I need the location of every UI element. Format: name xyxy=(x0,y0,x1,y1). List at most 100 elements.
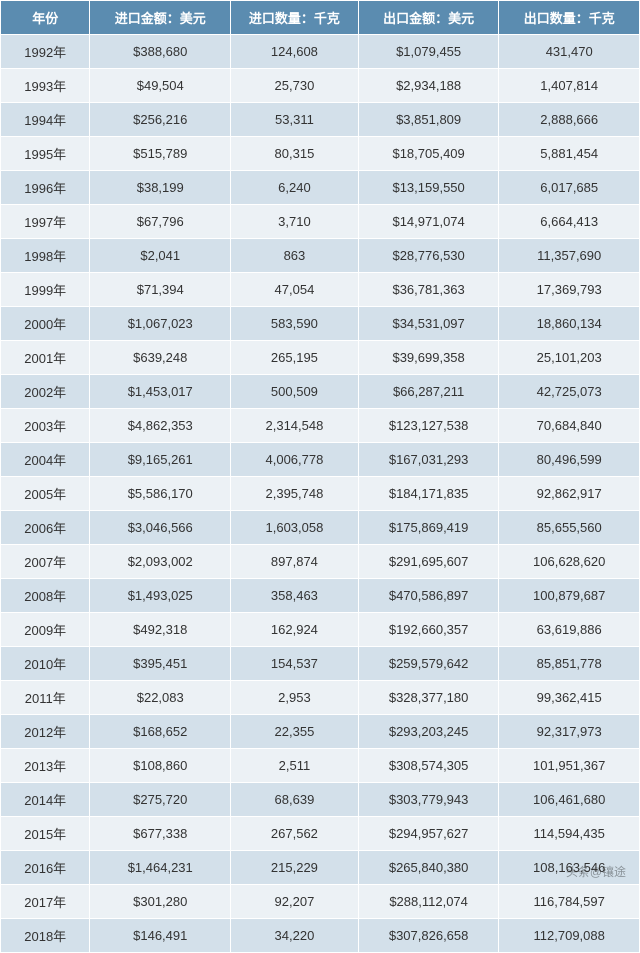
table-cell: 80,315 xyxy=(231,137,359,171)
table-cell: 6,240 xyxy=(231,171,359,205)
table-cell: 1993年 xyxy=(1,69,90,103)
table-cell: 47,054 xyxy=(231,273,359,307)
table-cell: $123,127,538 xyxy=(358,409,499,443)
table-cell: $293,203,245 xyxy=(358,715,499,749)
table-cell: 112,709,088 xyxy=(499,919,640,953)
column-header: 进口金额：美元 xyxy=(90,1,231,35)
table-row: 2015年$677,338267,562$294,957,627114,594,… xyxy=(1,817,640,851)
table-cell: $256,216 xyxy=(90,103,231,137)
table-cell: $192,660,357 xyxy=(358,613,499,647)
table-cell: 2,953 xyxy=(231,681,359,715)
table-cell: 2016年 xyxy=(1,851,90,885)
table-cell: $5,586,170 xyxy=(90,477,231,511)
table-row: 2017年$301,28092,207$288,112,074116,784,5… xyxy=(1,885,640,919)
table-cell: 114,594,435 xyxy=(499,817,640,851)
table-row: 2001年$639,248265,195$39,699,35825,101,20… xyxy=(1,341,640,375)
table-cell: $1,067,023 xyxy=(90,307,231,341)
table-cell: $2,934,188 xyxy=(358,69,499,103)
table-cell: 92,862,917 xyxy=(499,477,640,511)
table-cell: 583,590 xyxy=(231,307,359,341)
table-cell: 100,879,687 xyxy=(499,579,640,613)
table-cell: $22,083 xyxy=(90,681,231,715)
table-cell: 2,511 xyxy=(231,749,359,783)
table-cell: 1996年 xyxy=(1,171,90,205)
table-cell: $175,869,419 xyxy=(358,511,499,545)
table-row: 2002年$1,453,017500,509$66,287,21142,725,… xyxy=(1,375,640,409)
table-cell: $470,586,897 xyxy=(358,579,499,613)
table-cell: $492,318 xyxy=(90,613,231,647)
table-cell: 1998年 xyxy=(1,239,90,273)
table-cell: $291,695,607 xyxy=(358,545,499,579)
table-row: 1995年$515,78980,315$18,705,4095,881,454 xyxy=(1,137,640,171)
column-header: 出口数量：千克 xyxy=(499,1,640,35)
table-cell: 92,317,973 xyxy=(499,715,640,749)
table-cell: $677,338 xyxy=(90,817,231,851)
table-cell: $259,579,642 xyxy=(358,647,499,681)
table-row: 2000年$1,067,023583,590$34,531,09718,860,… xyxy=(1,307,640,341)
table-cell: $39,699,358 xyxy=(358,341,499,375)
table-cell: $303,779,943 xyxy=(358,783,499,817)
table-cell: 215,229 xyxy=(231,851,359,885)
table-cell: 6,017,685 xyxy=(499,171,640,205)
table-cell: 2,314,548 xyxy=(231,409,359,443)
table-cell: 106,628,620 xyxy=(499,545,640,579)
table-cell: 2003年 xyxy=(1,409,90,443)
table-cell: $2,041 xyxy=(90,239,231,273)
table-row: 2012年$168,65222,355$293,203,24592,317,97… xyxy=(1,715,640,749)
table-cell: 2014年 xyxy=(1,783,90,817)
table-row: 2003年$4,862,3532,314,548$123,127,53870,6… xyxy=(1,409,640,443)
table-cell: $307,826,658 xyxy=(358,919,499,953)
table-cell: $308,574,305 xyxy=(358,749,499,783)
table-cell: $36,781,363 xyxy=(358,273,499,307)
table-cell: 2012年 xyxy=(1,715,90,749)
table-cell: $3,046,566 xyxy=(90,511,231,545)
table-cell: $66,287,211 xyxy=(358,375,499,409)
table-cell: 2018年 xyxy=(1,919,90,953)
table-cell: $146,491 xyxy=(90,919,231,953)
table-cell: $294,957,627 xyxy=(358,817,499,851)
table-cell: $301,280 xyxy=(90,885,231,919)
table-cell: $395,451 xyxy=(90,647,231,681)
table-cell: 5,881,454 xyxy=(499,137,640,171)
table-cell: 267,562 xyxy=(231,817,359,851)
table-row: 1992年$388,680124,608$1,079,455431,470 xyxy=(1,35,640,69)
table-cell: 25,101,203 xyxy=(499,341,640,375)
table-cell: 2011年 xyxy=(1,681,90,715)
table-cell: 897,874 xyxy=(231,545,359,579)
table-cell: $515,789 xyxy=(90,137,231,171)
table-cell: $2,093,002 xyxy=(90,545,231,579)
table-cell: 265,195 xyxy=(231,341,359,375)
table-cell: $9,165,261 xyxy=(90,443,231,477)
table-cell: $1,493,025 xyxy=(90,579,231,613)
table-cell: 2008年 xyxy=(1,579,90,613)
table-cell: 431,470 xyxy=(499,35,640,69)
table-cell: 1,407,814 xyxy=(499,69,640,103)
table-cell: 6,664,413 xyxy=(499,205,640,239)
table-cell: 154,537 xyxy=(231,647,359,681)
table-row: 1999年$71,39447,054$36,781,36317,369,793 xyxy=(1,273,640,307)
table-cell: 42,725,073 xyxy=(499,375,640,409)
trade-data-table: 年份进口金额：美元进口数量：千克出口金额：美元出口数量：千克 1992年$388… xyxy=(0,0,640,953)
table-cell: $1,464,231 xyxy=(90,851,231,885)
table-cell: 162,924 xyxy=(231,613,359,647)
table-cell: 53,311 xyxy=(231,103,359,137)
table-cell: 106,461,680 xyxy=(499,783,640,817)
table-cell: 101,951,367 xyxy=(499,749,640,783)
table-row: 2008年$1,493,025358,463$470,586,897100,87… xyxy=(1,579,640,613)
table-row: 2007年$2,093,002897,874$291,695,607106,62… xyxy=(1,545,640,579)
table-cell: 2017年 xyxy=(1,885,90,919)
table-cell: 1994年 xyxy=(1,103,90,137)
table-row: 2018年$146,49134,220$307,826,658112,709,0… xyxy=(1,919,640,953)
column-header: 进口数量：千克 xyxy=(231,1,359,35)
table-cell: 2004年 xyxy=(1,443,90,477)
table-cell: 1,603,058 xyxy=(231,511,359,545)
table-cell: $71,394 xyxy=(90,273,231,307)
table-row: 1996年$38,1996,240$13,159,5506,017,685 xyxy=(1,171,640,205)
table-cell: 70,684,840 xyxy=(499,409,640,443)
column-header: 出口金额：美元 xyxy=(358,1,499,35)
table-cell: 2006年 xyxy=(1,511,90,545)
table-cell: $14,971,074 xyxy=(358,205,499,239)
table-cell: 2010年 xyxy=(1,647,90,681)
table-cell: 500,509 xyxy=(231,375,359,409)
table-row: 1997年$67,7963,710$14,971,0746,664,413 xyxy=(1,205,640,239)
